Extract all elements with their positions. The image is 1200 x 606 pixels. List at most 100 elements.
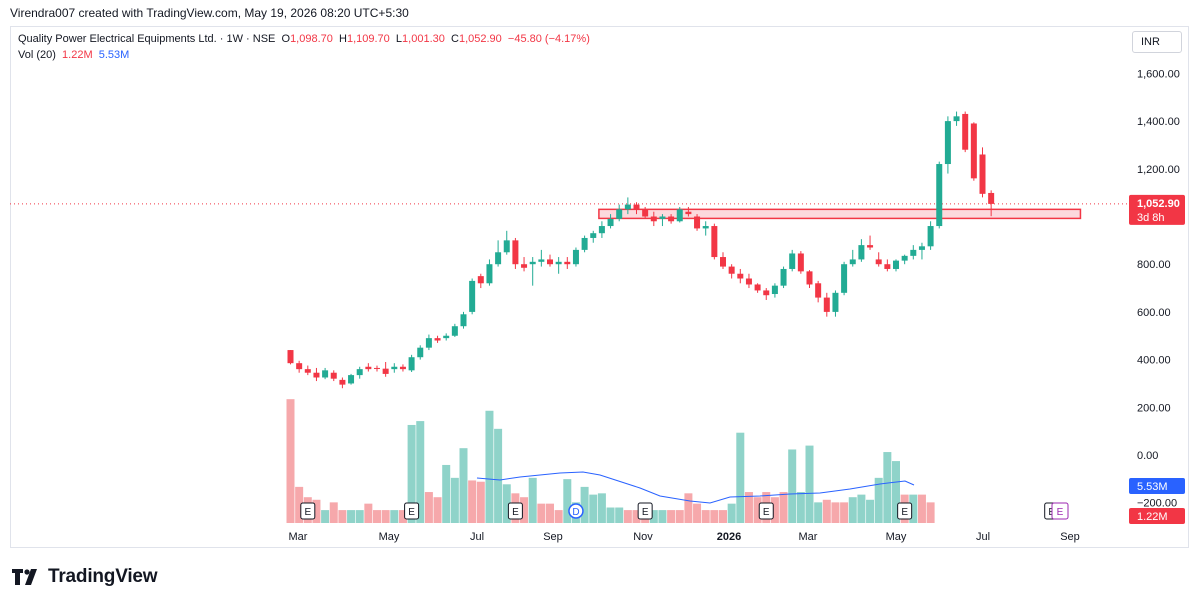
candle-body[interactable] (867, 245, 874, 248)
candle-body[interactable] (529, 261, 536, 265)
earnings-marker[interactable] (758, 502, 774, 520)
candle-body[interactable] (988, 192, 995, 204)
candle-body[interactable] (815, 283, 822, 298)
candle-body[interactable] (477, 276, 484, 284)
candle-body[interactable] (745, 278, 752, 285)
candle-body[interactable] (962, 113, 969, 150)
candle-body[interactable] (780, 268, 787, 286)
candle-body[interactable] (521, 264, 528, 268)
candle-body[interactable] (720, 257, 726, 267)
candle-body[interactable] (841, 264, 848, 293)
candle-body[interactable] (763, 290, 770, 296)
candle-body[interactable] (339, 379, 346, 385)
candle-body[interactable] (616, 209, 623, 219)
earnings-marker[interactable] (300, 502, 316, 520)
future-earnings-marker[interactable] (1051, 502, 1069, 520)
candle-body[interactable] (754, 284, 761, 291)
candle-body[interactable] (564, 261, 571, 265)
candle-body[interactable] (953, 116, 960, 122)
candle-body[interactable] (849, 259, 856, 265)
x-tick-label: Sep (1060, 531, 1080, 543)
candle-body[interactable] (910, 249, 917, 256)
volume-label[interactable]: Vol (20) (18, 49, 56, 61)
candle-body[interactable] (728, 266, 735, 274)
candle-body[interactable] (503, 240, 510, 253)
earnings-marker[interactable] (897, 502, 913, 520)
earnings-marker[interactable] (637, 502, 653, 520)
candle-body[interactable] (832, 292, 839, 312)
candle-body[interactable] (893, 260, 899, 269)
candle-body[interactable] (581, 237, 588, 250)
earnings-marker[interactable] (507, 502, 523, 520)
candle-body[interactable] (408, 357, 415, 371)
candle-body[interactable] (694, 216, 701, 229)
candle-body[interactable] (858, 245, 865, 260)
candle-body[interactable] (469, 280, 476, 312)
candle-body[interactable] (555, 261, 562, 265)
candle-body[interactable] (443, 335, 450, 339)
candle-body[interactable] (330, 372, 337, 379)
candle-body[interactable] (789, 253, 796, 269)
symbol-title[interactable]: Quality Power Electrical Equipments Ltd.… (18, 33, 276, 45)
candle-body[interactable] (434, 338, 441, 341)
candle-body[interactable] (287, 350, 294, 364)
candle-body[interactable] (737, 273, 744, 279)
candle-body[interactable] (702, 226, 709, 229)
volume-bar (831, 502, 840, 523)
volume-bar (736, 432, 745, 523)
candle-body[interactable] (348, 375, 355, 384)
dividend-marker[interactable] (568, 503, 584, 519)
candle-body[interactable] (486, 264, 493, 284)
candle-body[interactable] (650, 216, 657, 222)
candle-body[interactable] (927, 226, 934, 247)
candle-body[interactable] (668, 216, 675, 222)
candle-body[interactable] (417, 347, 424, 358)
candle-body[interactable] (572, 249, 579, 265)
candle-body[interactable] (979, 154, 986, 194)
candle-body[interactable] (771, 285, 778, 295)
candle-body[interactable] (538, 259, 545, 262)
candle-body[interactable] (382, 368, 389, 374)
candle-body[interactable] (875, 259, 882, 265)
candle-body[interactable] (797, 253, 804, 272)
candle-body[interactable] (391, 366, 398, 370)
candle-body[interactable] (659, 216, 666, 219)
candle-body[interactable] (365, 366, 372, 370)
candle-body[interactable] (512, 240, 519, 265)
candle-body[interactable] (304, 369, 311, 373)
volume-bar (909, 494, 918, 523)
candle-body[interactable] (918, 246, 925, 250)
candle-body[interactable] (970, 123, 977, 179)
candle-body[interactable] (399, 366, 406, 370)
candle-body[interactable] (685, 211, 692, 215)
candle-body[interactable] (425, 338, 432, 348)
candle-body[interactable] (547, 259, 553, 265)
candle-body[interactable] (598, 226, 605, 234)
candle-body[interactable] (495, 252, 502, 265)
volume-bar (822, 499, 831, 523)
candle-body[interactable] (944, 121, 951, 165)
candle-body[interactable] (884, 264, 891, 269)
earnings-marker[interactable] (404, 502, 420, 520)
candle-body[interactable] (460, 314, 467, 327)
candle-body[interactable] (356, 369, 363, 376)
candle-body[interactable] (633, 204, 640, 210)
candle-body[interactable] (936, 164, 943, 227)
resistance-zone[interactable] (598, 208, 1082, 220)
candle-body[interactable] (607, 218, 614, 227)
candle-body[interactable] (374, 367, 380, 369)
candle-body[interactable] (642, 209, 649, 217)
candle-body[interactable] (806, 271, 813, 285)
currency-selector[interactable]: INR (1132, 31, 1182, 53)
candle-body[interactable] (451, 326, 458, 336)
candle-body[interactable] (313, 372, 320, 378)
candle-body[interactable] (296, 363, 303, 370)
candle-body[interactable] (624, 204, 631, 210)
candle-body[interactable] (901, 255, 908, 261)
candle-body[interactable] (322, 370, 329, 378)
candle-body[interactable] (590, 233, 597, 238)
candle-body[interactable] (823, 297, 830, 312)
candle-body[interactable] (711, 226, 718, 258)
candle-body[interactable] (676, 209, 683, 222)
